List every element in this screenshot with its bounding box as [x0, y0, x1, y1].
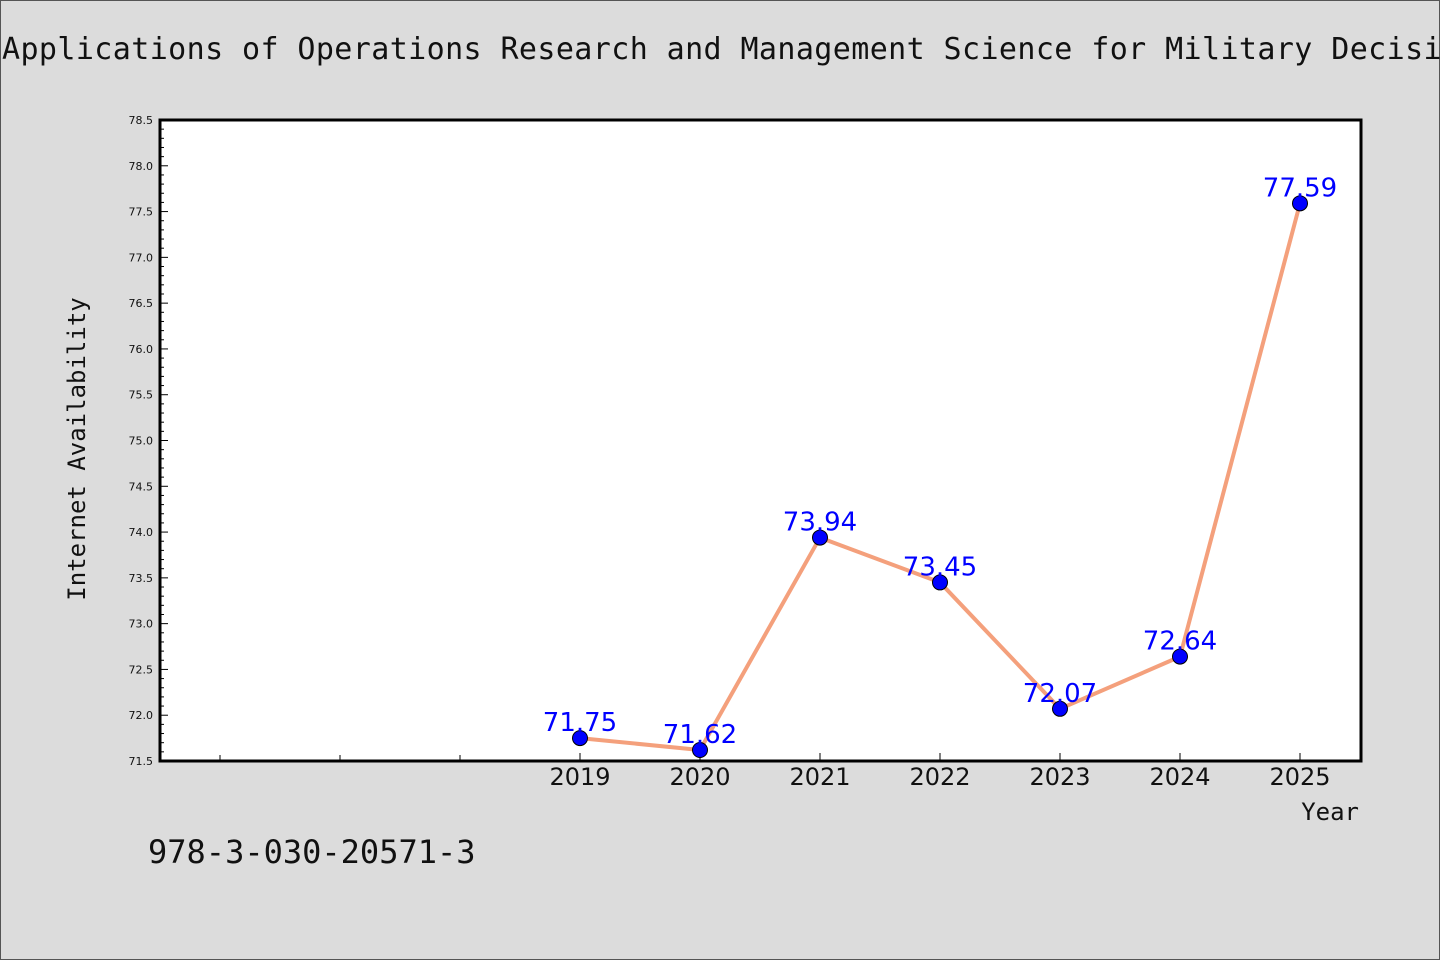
y-tick-label: 73.0 — [129, 618, 154, 631]
data-label: 71.75 — [543, 708, 617, 738]
data-label: 73.94 — [783, 508, 857, 538]
y-tick-label: 72.5 — [129, 663, 154, 676]
data-point — [1172, 648, 1188, 665]
x-tick-label: 2019 — [549, 763, 610, 791]
x-tick-label: 2025 — [1269, 763, 1330, 791]
x-tick-label: 2021 — [789, 763, 850, 791]
plot-area — [160, 120, 1361, 761]
data-point — [1052, 700, 1068, 717]
data-point — [932, 574, 948, 591]
plot-border — [158, 118, 1363, 763]
data-labels: 71.75 71.62 73.94 73.45 72.07 72.64 77.59 — [543, 173, 1337, 750]
isbn-text: 978-3-030-20571-3 — [148, 833, 476, 871]
y-axis-title: Internet Availability — [63, 297, 91, 600]
data-label: 73.45 — [903, 552, 977, 582]
y-tick-label: 73.5 — [129, 572, 154, 585]
data-point — [572, 730, 588, 747]
data-label: 77.59 — [1263, 173, 1337, 203]
y-tick-label: 71.5 — [129, 755, 154, 768]
y-tick-label: 74.5 — [129, 480, 154, 493]
data-point — [1292, 195, 1308, 212]
y-tick-label: 75.5 — [129, 389, 154, 402]
chart-title: Applications of Operations Research and … — [2, 32, 1440, 67]
y-tick-label: 74.0 — [129, 526, 154, 539]
data-label: 71.62 — [663, 720, 737, 750]
x-axis: 2019 2020 2021 2022 2023 2024 2025 — [219, 753, 1331, 791]
y-axis: 71.5 72.0 72.5 73.0 73.5 74.0 74.5 75.0 75.5 76.0… — [129, 114, 168, 768]
x-tick-label: 2020 — [669, 763, 730, 791]
x-tick-label: 2024 — [1149, 763, 1210, 791]
data-point — [812, 529, 828, 546]
y-tick-label: 75.0 — [129, 435, 154, 448]
data-label: 72.64 — [1143, 627, 1217, 657]
y-tick-label: 77.0 — [129, 251, 154, 264]
x-tick-label: 2022 — [909, 763, 970, 791]
data-points — [572, 195, 1308, 759]
y-tick-label: 76.0 — [129, 343, 154, 356]
data-point — [692, 742, 708, 759]
y-tick-label: 76.5 — [129, 297, 154, 310]
y-tick-label: 77.5 — [129, 206, 154, 219]
y-tick-label: 78.5 — [129, 114, 154, 127]
y-tick-label: 72.0 — [129, 709, 154, 722]
x-tick-label: 2023 — [1029, 763, 1090, 791]
x-axis-title: Year — [1301, 798, 1359, 826]
data-label: 72.07 — [1023, 679, 1097, 709]
y-tick-label: 78.0 — [129, 160, 154, 173]
